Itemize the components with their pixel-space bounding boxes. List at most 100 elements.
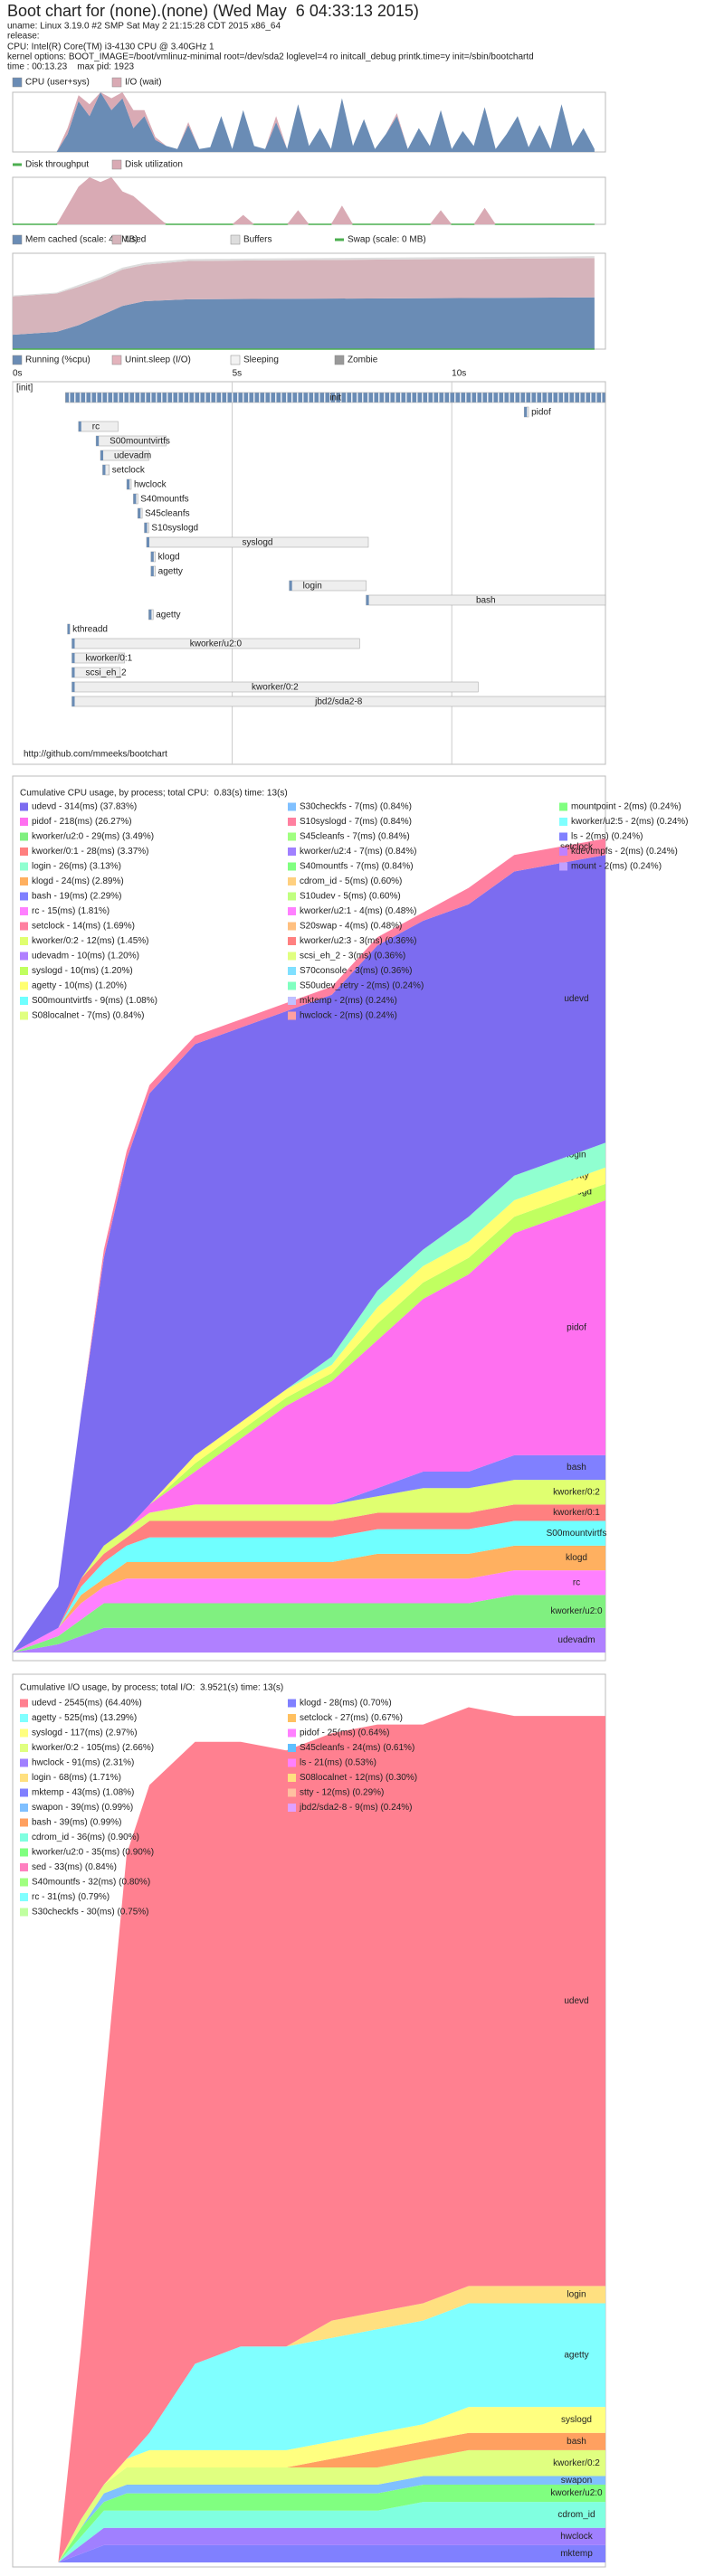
series-label: agetty [564,2350,588,2360]
series-label: cdrom_id [557,2510,595,2520]
process-label: hwclock [134,480,167,490]
legend-label: S30checkfs - 7(ms) (0.84%) [300,802,412,812]
legend-swatch [20,1788,28,1797]
legend-label: pidof - 25(ms) (0.64%) [300,1728,389,1738]
legend-label: swapon - 39(ms) (0.99%) [32,1803,133,1813]
legend-swatch [20,1863,28,1871]
legend-swatch [288,1774,296,1782]
legend-swatch [559,802,567,811]
legend-label: CPU (user+sys) [25,78,90,88]
legend-swatch [111,234,122,245]
legend-label: scsi_eh_2 - 3(ms) (0.36%) [300,952,405,961]
series-area [13,2476,605,2562]
legend-swatch [288,1728,296,1738]
series-area [13,92,595,152]
series-area [13,1570,605,1653]
legend-swatch [20,922,28,931]
cpu-activity [127,479,130,489]
info-line: time : 00:13.23 max pid: 1923 [7,62,135,72]
legend-swatch [288,1699,296,1708]
legend-label: kworker/u2:1 - 4(ms) (0.48%) [300,906,416,916]
legend-swatch [20,1774,28,1782]
legend-label: bash - 19(ms) (2.29%) [32,892,121,902]
legend-swatch [288,877,296,886]
cpu-activity [71,682,75,692]
legend-swatch [288,997,296,1005]
legend-label: sed - 33(ms) (0.84%) [32,1862,117,1872]
series-label: bash [567,2437,586,2447]
cpu-activity [133,494,137,504]
legend-label: kworker/0:2 - 12(ms) (1.45%) [32,936,148,946]
legend-label: hwclock - 91(ms) (2.31%) [32,1758,134,1768]
legend-swatch [20,848,28,856]
series-area [13,1504,605,1653]
series-area [13,1707,605,2562]
legend-swatch [288,1744,296,1752]
process-label: S10syslogd [151,524,198,534]
legend-label: klogd - 28(ms) (0.70%) [300,1699,392,1709]
legend-swatch [288,832,296,841]
legend-label: S50udev_retry - 2(ms) (0.24%) [300,981,424,991]
legend-label: rc - 15(ms) (1.81%) [32,906,110,916]
legend-swatch [111,355,122,365]
series-label: udevadm [557,1635,595,1645]
process-bar [289,580,367,592]
legend-label: S00mountvirtfs - 9(ms) (1.08%) [32,996,157,1006]
series-area [13,2432,605,2562]
info-line: kernel options: BOOT_IMAGE=/boot/vmlinuz… [7,52,534,62]
legend-swatch [20,818,28,826]
legend-label: Used [125,235,146,245]
series-area [13,2527,605,2562]
legend-label: S40mountfs - 32(ms) (0.80%) [32,1878,150,1888]
legend-swatch [288,1788,296,1797]
cpu-activity [67,624,71,634]
legend-label: klogd - 24(ms) (2.89%) [32,876,124,886]
legend-label: udevadm - 10(ms) (1.20%) [32,952,139,961]
series-area [13,2449,605,2562]
legend-label: ls - 2(ms) (0.24%) [571,832,643,842]
info-line: release: [7,32,40,42]
legend-label: S10udev - 5(ms) (0.60%) [300,892,401,902]
series-area [13,1627,605,1653]
x-tick-label: 5s [233,369,243,379]
series-area [13,1200,605,1653]
legend-swatch [559,832,567,841]
series-area [13,2303,605,2562]
legend-swatch [288,922,296,931]
legend-swatch [559,848,567,856]
series-label: kworker/0:2 [553,1487,600,1497]
legend-swatch [20,997,28,1005]
legend-label: S40mountfs - 7(ms) (0.84%) [300,862,414,872]
legend-label: S30checkfs - 30(ms) (0.75%) [32,1908,149,1918]
series-area [13,2407,605,2562]
legend-swatch [20,1893,28,1901]
series-area [13,1545,605,1653]
legend-swatch [20,907,28,915]
process-label: S45cleanfs [145,509,189,519]
root-label: [init] [16,384,33,393]
legend-swatch [12,234,23,245]
legend-label: stty - 12(ms) (0.29%) [300,1788,384,1798]
legend-swatch [20,1011,28,1020]
process-label: kthreadd [72,625,108,635]
legend-label: ls - 21(ms) (0.53%) [300,1758,376,1768]
cpu-activity [150,552,154,562]
info-line: CPU: Intel(R) Core(TM) i3-4130 CPU @ 3.4… [7,43,214,52]
legend-swatch [20,1818,28,1827]
process-label: rc [92,422,100,432]
legend-swatch [288,862,296,871]
series-label: setclock [560,842,594,852]
x-tick-label: 0s [13,369,23,379]
cpu-activity [78,421,81,431]
legend-label: syslogd - 10(ms) (1.20%) [32,966,133,976]
legend-swatch [111,77,122,88]
legend-swatch [20,877,28,886]
legend-label: mountpoint - 2(ms) (0.24%) [571,802,681,812]
legend-swatch [20,1699,28,1708]
legend-label: login - 68(ms) (1.71%) [32,1773,121,1783]
cpu-activity [138,508,141,518]
legend-swatch [20,981,28,990]
legend-label: Disk utilization [125,160,183,170]
legend-swatch [20,967,28,975]
series-label: kworker/u2:0 [550,2488,603,2498]
